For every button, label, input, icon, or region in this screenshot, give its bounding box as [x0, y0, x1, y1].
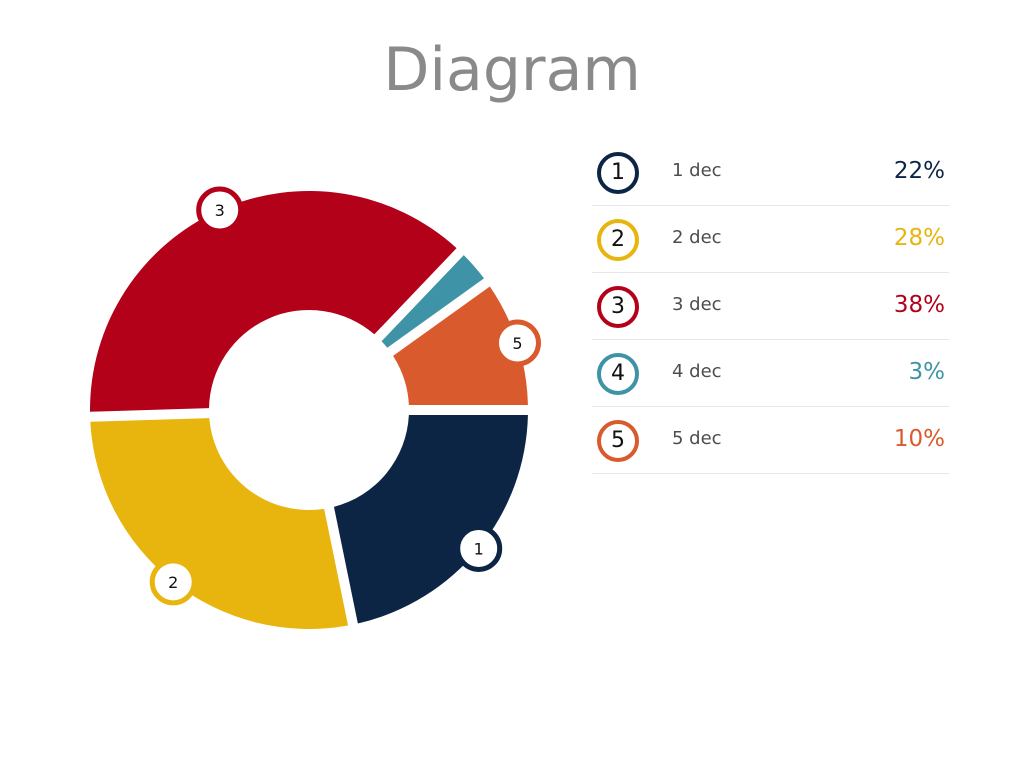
slice-badge-circle: [149, 558, 197, 606]
donut-slice: [381, 255, 485, 348]
legend-row: 1 1 dec 22%: [592, 139, 949, 206]
legend-badge: 4: [597, 353, 639, 395]
legend-value: 28%: [893, 225, 945, 251]
legend: 1 1 dec 22% 2 2 dec 28% 3 3 dec 38% 4 4 …: [592, 139, 949, 474]
slice-badge: 3: [196, 186, 244, 234]
slice-badge-label: 1: [474, 539, 484, 558]
donut-slice: [90, 418, 349, 629]
donut-slice: [393, 286, 528, 406]
legend-label: 5 dec: [672, 428, 722, 449]
slice-badge-circle: [493, 319, 541, 367]
chart-title: Diagram: [383, 35, 641, 105]
slice-badge-label: 5: [512, 334, 522, 353]
legend-label: 3 dec: [672, 294, 722, 315]
legend-row: 5 5 dec 10%: [592, 407, 949, 474]
legend-label: 4 dec: [672, 361, 722, 382]
legend-row: 3 3 dec 38%: [592, 273, 949, 340]
slice-badges: 1 2 3 5: [149, 186, 541, 606]
slice-badge-label: 2: [168, 573, 178, 592]
slice-badge-circle: [455, 524, 503, 572]
slice-badge-circle: [196, 186, 244, 234]
legend-label: 1 dec: [672, 160, 722, 181]
donut-slices: [90, 191, 528, 629]
legend-value: 10%: [893, 426, 945, 452]
legend-row: 2 2 dec 28%: [592, 206, 949, 273]
legend-value: 22%: [893, 158, 945, 184]
legend-badge: 3: [597, 286, 639, 328]
legend-badge: 1: [597, 152, 639, 194]
legend-value: 38%: [893, 292, 945, 318]
legend-label: 2 dec: [672, 227, 722, 248]
slice-badge-label: 3: [215, 201, 225, 220]
slice-badge: 5: [493, 319, 541, 367]
legend-badge: 2: [597, 219, 639, 261]
donut-slice: [90, 191, 457, 412]
legend-badge: 5: [597, 420, 639, 462]
slice-badge: 1: [455, 524, 503, 572]
donut-slice: [333, 414, 528, 624]
slice-badge: 2: [149, 558, 197, 606]
legend-row: 4 4 dec 3%: [592, 340, 949, 407]
legend-value: 3%: [908, 359, 946, 385]
